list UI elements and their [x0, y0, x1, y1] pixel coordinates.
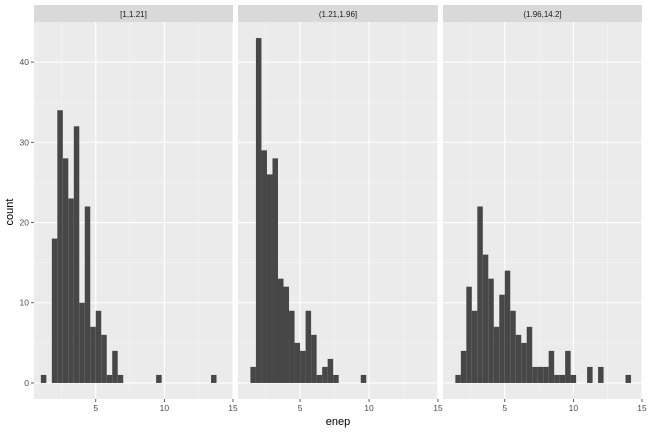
histogram-bar [333, 374, 339, 383]
histogram-bar [73, 126, 80, 383]
histogram-bar [537, 366, 544, 383]
histogram-bar [526, 326, 533, 383]
histogram-bar [305, 310, 312, 383]
histogram-bar [543, 366, 549, 383]
histogram-bar [57, 110, 63, 383]
histogram-bar [68, 198, 74, 383]
histogram-bar [311, 334, 317, 383]
y-tick-label: 40 [20, 57, 30, 67]
histogram-bar [460, 350, 467, 383]
histogram-bar [587, 366, 593, 383]
facet-strip [238, 5, 438, 22]
histogram-bar [466, 286, 472, 383]
histogram-bar [598, 366, 604, 383]
x-tick-label: 10 [569, 403, 579, 413]
x-tick-label: 5 [502, 403, 507, 413]
y-tick-label: 10 [20, 298, 30, 308]
histogram-bar [532, 366, 538, 383]
histogram-bar [84, 206, 91, 383]
histogram-bar [455, 374, 461, 383]
histogram-bar [40, 374, 47, 383]
histogram-bar [255, 38, 262, 383]
x-tick-label: 5 [93, 403, 98, 413]
facet-strip [34, 5, 233, 22]
histogram-bar [90, 326, 96, 383]
histogram-bar [625, 374, 632, 383]
x-axis-title: enep [326, 416, 350, 428]
histogram-bar [488, 278, 494, 383]
histogram-bar [95, 310, 102, 383]
y-axis-title: count [4, 199, 16, 226]
histogram-bar [482, 254, 489, 383]
histogram-bar [521, 342, 527, 383]
histogram-bar [62, 158, 69, 383]
x-tick-label: 10 [160, 403, 170, 413]
histogram-bar [112, 350, 118, 383]
histogram-bar [283, 286, 290, 383]
histogram-bar [327, 358, 334, 383]
facet-strip-label: (1.21,1.96] [319, 10, 357, 19]
y-tick-label: 20 [20, 218, 30, 228]
histogram-bar [322, 366, 328, 383]
histogram-bar [272, 158, 278, 383]
histogram-bar [261, 150, 267, 383]
y-tick-label: 30 [20, 137, 30, 147]
histogram-bar [51, 238, 58, 383]
histogram-bar [278, 278, 284, 383]
histogram-bar [504, 270, 511, 383]
histogram-bar [471, 310, 478, 383]
histogram-bar [211, 374, 217, 383]
histogram-bar [499, 294, 505, 383]
facet-strip-label: [1,1.21] [120, 10, 147, 19]
y-tick-label: 0 [24, 378, 29, 388]
histogram-bar [79, 302, 85, 383]
x-tick-label: 15 [228, 403, 238, 413]
histogram-bar [559, 374, 566, 383]
histogram-bar [156, 374, 162, 383]
x-tick-label: 15 [637, 403, 647, 413]
x-tick-label: 5 [298, 403, 303, 413]
histogram-bar [515, 334, 522, 383]
histogram-bar [477, 206, 483, 383]
x-tick-label: 15 [433, 403, 443, 413]
histogram-bar [266, 174, 273, 383]
facet-strip [443, 5, 642, 22]
histogram-bar [101, 334, 107, 383]
histogram-bar [106, 374, 113, 383]
histogram-bar [300, 350, 306, 383]
histogram-bar [117, 374, 124, 383]
histogram-bar [250, 366, 256, 383]
histogram-bar [510, 310, 516, 383]
histogram-bar [360, 374, 367, 383]
x-tick-label: 10 [364, 403, 374, 413]
histogram-bar [294, 342, 301, 383]
histogram-bar [316, 374, 323, 383]
histogram-bar [554, 374, 560, 383]
histogram-bar [493, 326, 500, 383]
histogram-bar [289, 310, 295, 383]
histogram-bar [565, 350, 571, 383]
facet-strip-label: (1.96,14.2] [523, 10, 561, 19]
histogram-bar [570, 374, 577, 383]
histogram-bar [548, 350, 555, 383]
